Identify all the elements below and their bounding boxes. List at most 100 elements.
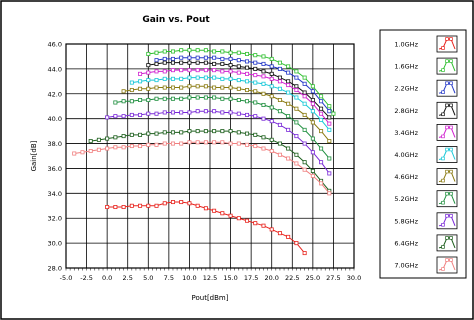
data-point	[327, 109, 332, 114]
data-point	[327, 139, 332, 144]
data-point	[302, 75, 307, 80]
data-point	[179, 48, 184, 53]
data-point	[154, 50, 159, 55]
data-point	[146, 131, 151, 136]
legend-swatch-marker	[445, 169, 449, 174]
legend-swatch-marker	[449, 103, 453, 108]
data-point	[146, 98, 151, 103]
data-point	[294, 161, 299, 166]
data-point	[96, 137, 101, 142]
data-point	[327, 156, 332, 161]
y-tick-label: 38.0	[48, 140, 62, 148]
data-point	[154, 61, 159, 66]
legend-label: 1.0GHz	[394, 41, 418, 49]
data-point	[105, 205, 110, 210]
data-point	[195, 129, 200, 134]
data-point	[113, 145, 118, 150]
data-point	[236, 86, 241, 91]
data-point	[286, 83, 291, 88]
data-point	[261, 81, 266, 86]
data-point	[162, 110, 167, 115]
data-point	[203, 140, 208, 145]
data-point	[187, 84, 192, 89]
data-point	[236, 78, 241, 83]
data-point	[228, 63, 233, 68]
data-point	[162, 69, 167, 74]
data-point	[220, 61, 225, 66]
data-point	[195, 48, 200, 53]
legend-swatch-marker	[449, 169, 453, 174]
data-point	[236, 111, 241, 116]
data-point	[154, 203, 159, 208]
series-3	[146, 60, 332, 120]
data-point	[154, 142, 159, 147]
data-point	[327, 171, 332, 176]
data-point	[129, 144, 134, 149]
legend-entry: 3.4GHz	[394, 124, 458, 141]
y-tick-labels: 28.0 30.0 32.0 34.0 36.0 38.0 40.0 42.0 44.0 46.0	[48, 41, 62, 273]
data-point	[253, 89, 258, 94]
data-point	[319, 146, 324, 151]
data-point	[261, 74, 266, 79]
x-tick-label: 15.0	[223, 274, 237, 282]
data-point	[294, 152, 299, 157]
data-point	[187, 48, 192, 53]
data-point	[269, 137, 274, 142]
data-point	[228, 56, 233, 61]
data-point	[277, 86, 282, 91]
data-point	[170, 110, 175, 115]
plot-area-border	[65, 43, 355, 269]
data-point	[236, 130, 241, 135]
data-point	[236, 98, 241, 103]
x-tick-label: 7.5	[164, 274, 174, 282]
data-point	[277, 231, 282, 236]
data-point	[310, 84, 315, 89]
data-point	[310, 89, 315, 94]
legend-label: 4.0GHz	[394, 151, 418, 159]
data-point	[269, 56, 274, 61]
data-point	[327, 115, 332, 120]
legend-entry: 4.0GHz	[394, 146, 458, 163]
data-point	[220, 56, 225, 61]
data-point	[138, 112, 143, 117]
data-point	[138, 71, 143, 76]
data-point	[121, 89, 126, 94]
data-point	[253, 144, 258, 149]
data-point	[179, 85, 184, 90]
data-point	[154, 96, 159, 101]
data-point	[146, 63, 151, 68]
data-point	[154, 111, 159, 116]
data-point	[302, 81, 307, 86]
data-point	[310, 150, 315, 155]
data-point	[286, 114, 291, 119]
x-tick-label: 30.0	[347, 274, 361, 282]
data-point	[138, 203, 143, 208]
data-point	[138, 79, 143, 84]
data-point	[269, 94, 274, 99]
data-point	[170, 49, 175, 54]
data-point	[179, 60, 184, 65]
legend-label: 7.0GHz	[394, 262, 418, 270]
data-point	[286, 234, 291, 239]
legend-swatch-marker	[441, 90, 445, 94]
data-point	[212, 55, 217, 60]
data-point	[261, 54, 266, 59]
data-point	[302, 112, 307, 117]
data-point	[277, 60, 282, 65]
data-point	[162, 141, 167, 146]
data-point	[113, 135, 118, 140]
data-point	[129, 99, 134, 104]
data-point	[302, 251, 307, 256]
y-tick-label: 32.0	[48, 215, 62, 223]
x-tick-label: -2.5	[80, 274, 93, 282]
series-2	[154, 55, 332, 114]
x-tick-label: 22.5	[285, 274, 299, 282]
x-tick-label: 0.0	[102, 274, 112, 282]
legend-swatch-marker	[441, 267, 445, 271]
data-point	[195, 60, 200, 65]
data-point	[236, 50, 241, 55]
legend-swatch-marker	[449, 81, 453, 85]
data-point	[319, 181, 324, 186]
data-point	[121, 99, 126, 104]
legend-swatch-marker	[441, 178, 445, 183]
